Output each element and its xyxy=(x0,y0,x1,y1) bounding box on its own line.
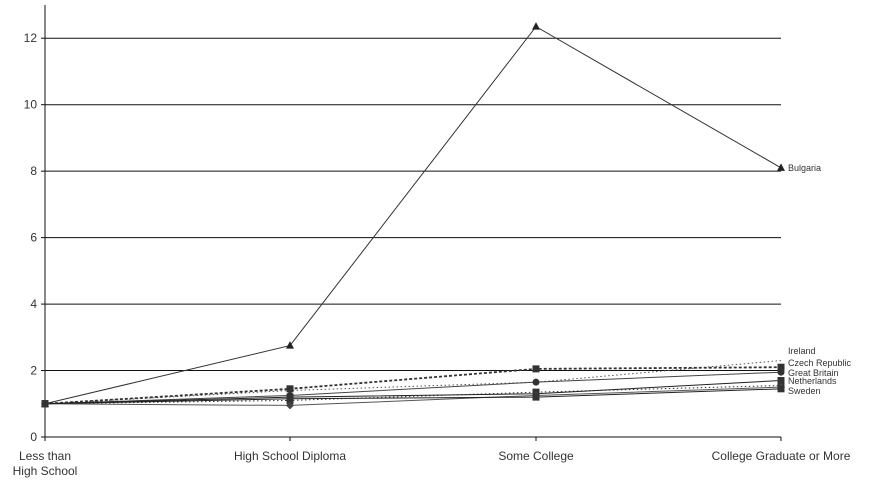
series-line-0 xyxy=(44,25,782,405)
end-label-great-britain: Great Britain xyxy=(788,368,839,378)
end-label-bulgaria: Bulgaria xyxy=(788,163,821,173)
x-tick-label-line: College Graduate or More xyxy=(712,449,851,463)
y-tick-label: 2 xyxy=(30,364,37,378)
end-label-ireland: Ireland xyxy=(788,346,816,356)
x-tick-label-line: High School Diploma xyxy=(234,449,346,463)
y-tick-label: 12 xyxy=(24,31,38,45)
y-tick-label: 4 xyxy=(30,297,37,311)
x-tick-label: High School Diploma xyxy=(234,449,346,463)
series-line-1 xyxy=(44,360,782,405)
data-point xyxy=(777,385,785,393)
data-point xyxy=(286,385,294,393)
x-tick-label-line: Some College xyxy=(498,449,574,463)
y-tick-label: 0 xyxy=(30,430,37,444)
y-tick-label: 8 xyxy=(30,164,37,178)
data-point xyxy=(532,22,540,30)
series-line-5 xyxy=(44,380,782,405)
series-line-3 xyxy=(44,371,782,405)
series-lines xyxy=(44,25,782,406)
series-markers xyxy=(41,22,785,410)
data-point xyxy=(532,393,540,401)
series-line-4 xyxy=(44,384,782,405)
data-point xyxy=(777,163,785,171)
x-tick-label: Some College xyxy=(498,449,574,463)
y-tick-label: 6 xyxy=(30,231,37,245)
end-label-czech-republic: Czech Republic xyxy=(788,358,852,368)
data-point xyxy=(286,341,294,349)
x-tick-label-line: High School xyxy=(13,464,78,478)
end-label-sweden: Sweden xyxy=(788,386,821,396)
series-line-2 xyxy=(44,366,782,405)
x-tick-label-line: Less than xyxy=(19,449,71,463)
series-line-7 xyxy=(44,388,782,405)
x-tick-label: College Graduate or More xyxy=(712,449,851,463)
data-point xyxy=(777,377,785,385)
data-point xyxy=(532,365,540,373)
data-point xyxy=(777,368,785,376)
y-tick-label: 10 xyxy=(24,98,38,112)
x-tick-label: Less than High School xyxy=(13,449,78,478)
data-point xyxy=(41,400,49,408)
gridlines xyxy=(45,37,781,372)
end-label-netherlands: Netherlands xyxy=(788,376,837,386)
data-point xyxy=(777,363,785,371)
series-line-6 xyxy=(44,386,782,406)
data-point xyxy=(532,378,540,386)
data-point xyxy=(286,395,294,403)
data-point xyxy=(286,401,294,410)
